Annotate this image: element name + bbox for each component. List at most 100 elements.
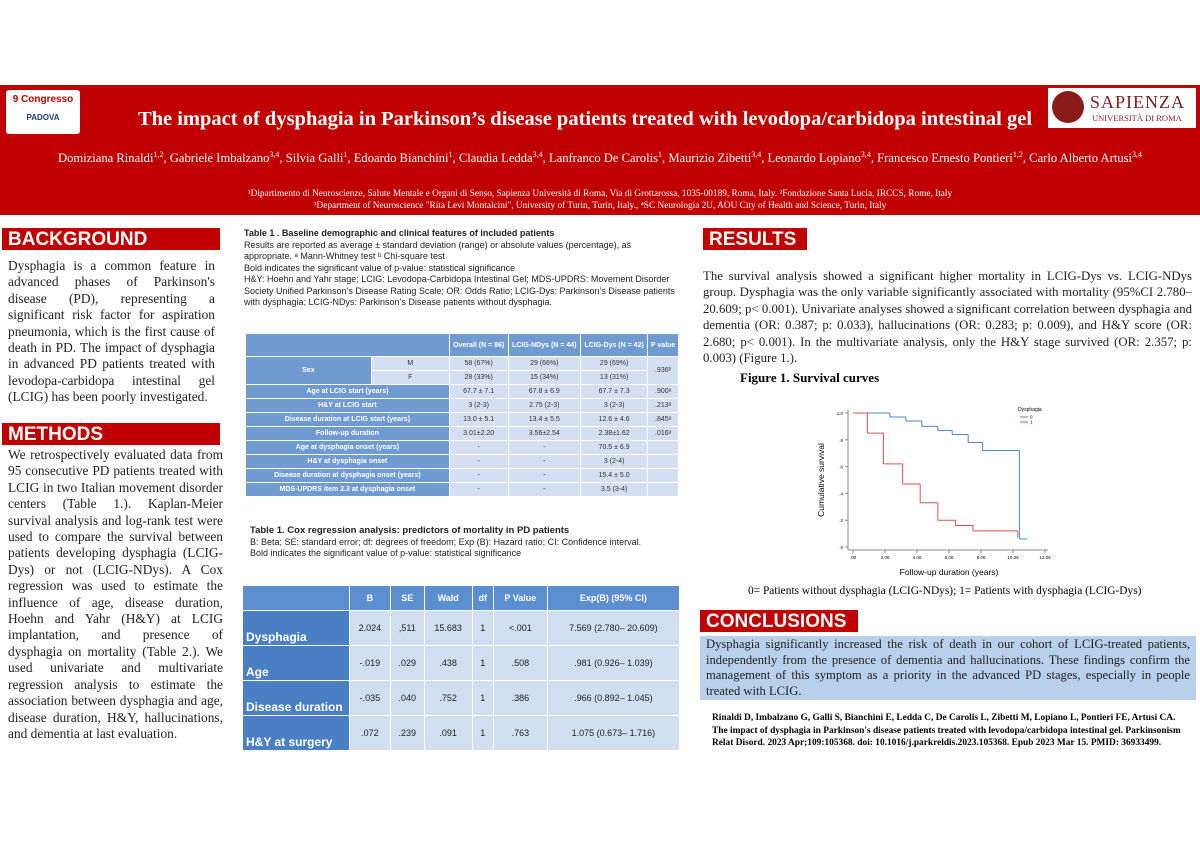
table-cell: - [448, 482, 509, 497]
row-label: Age at LCIG start (years) [245, 384, 450, 399]
table-cell: 7.569 (2.780– 20.609) [546, 610, 681, 646]
y-tick-label: 1.0 [837, 411, 844, 416]
affiliation: ³Department of Neuroscience "Rita Levi M… [313, 201, 887, 211]
table-cell: 58 (67%) [448, 356, 509, 371]
author-name: Gabriele Imbalzano [169, 151, 270, 166]
legend-label: 1 [1030, 420, 1033, 425]
table-cell: .091 [423, 715, 473, 751]
table-cell: .438 [423, 645, 473, 681]
author-affiliation: 3,4 [532, 150, 543, 159]
conclusions-text: Dysphagia significantly increased the ri… [700, 636, 1196, 700]
x-tick-label: 8.00 [977, 555, 986, 560]
author-name: Maurizio Zibetti [668, 151, 752, 166]
table-header [245, 333, 450, 357]
y-tick-label: .2 [839, 518, 843, 523]
table-header [242, 585, 350, 611]
table-cell: 3 (2-3) [448, 398, 509, 413]
table-cell: ,511 [389, 610, 425, 646]
table-cell: - [448, 440, 509, 455]
table-cell: 3.56±2.54 [507, 426, 582, 441]
table-header: Wald [423, 585, 473, 611]
table-row: H&Y at LCIG start 3 (2-3) 2.75 (2-3) 3 (2-3… [245, 398, 679, 413]
table-cell: 1 [471, 610, 494, 646]
table-cell: 1 [471, 645, 494, 681]
logo-text: SAPIENZA [1090, 92, 1186, 112]
table-cell: .072 [349, 715, 391, 751]
table-row: Sex M 58 (67%) 29 (66%) 29 (69%) .936ᵇ [245, 356, 679, 385]
author-name: Carlo Alberto Artusi [1029, 151, 1133, 166]
table-header: Overall (N = 86) [448, 333, 509, 357]
logo-seal [1052, 91, 1084, 123]
table-cell: 2.75 (2-3) [507, 398, 582, 413]
table-cell: 15.4 ± 5.0 [580, 468, 649, 483]
row-label: Disease duration at LCIG start (years) [245, 412, 450, 427]
table-cell: 3.01±2.20 [448, 426, 509, 441]
section-heading: BACKGROUND [2, 228, 220, 250]
table-header: B [349, 585, 391, 611]
figure-title: Figure 1. Survival curves [740, 370, 880, 385]
author-affiliation: 3,4 [860, 150, 871, 159]
logo-right: SAPIENZA UNIVERSITÀ DI ROMA [1048, 88, 1196, 128]
table-cell: -.035 [349, 680, 391, 716]
figure-caption: 0= Patients without dysphagia (LCIG-NDys… [748, 585, 1142, 597]
author: Maurizio Zibetti3,4 [668, 150, 767, 166]
table-header: Exp(B) (95% CI) [546, 585, 681, 611]
table-header: LCIG-NDys (N = 44) [507, 333, 582, 357]
table-cell: .752 [423, 680, 473, 716]
table-cell: 3.5 (3-4) [580, 482, 649, 497]
section-heading: RESULTS [703, 228, 807, 250]
table-cell: -.019 [349, 645, 391, 681]
author-name: Claudia Ledda [458, 151, 533, 166]
table-cell: 67.7 ± 7.1 [448, 384, 509, 399]
table-cell: .981 (0.926– 1.039) [546, 645, 681, 681]
table-row: Disease duration at LCIG start (years) 13… [245, 412, 679, 427]
x-axis-label: Follow-up duration (years) [900, 567, 999, 577]
row-label: Age [242, 645, 350, 681]
logo-text: 9 Congresso [12, 94, 74, 105]
table-cell: 28 (33%) [448, 370, 509, 385]
table-cell: 13.0 ± 5.1 [448, 412, 509, 427]
p-value [647, 454, 679, 469]
y-tick-label: .8 [839, 438, 843, 443]
author-name: Silvia Galli [285, 151, 344, 166]
p-value: .936ᵇ [647, 356, 679, 385]
table1-caption: Table 1 . Baseline demographic and clini… [244, 228, 679, 309]
author: Claudia Ledda3,4 [458, 150, 549, 166]
table-cell: - [448, 454, 509, 469]
p-value: .016ᵃ [647, 426, 679, 441]
p-value [647, 440, 679, 455]
author-name: Edoardo Bianchini [353, 151, 449, 166]
table2-caption: Table 1. Cox regression analysis: predic… [250, 525, 680, 560]
table-cell: 29 (66%) [507, 356, 582, 371]
legend-label: 0 [1030, 415, 1033, 420]
table-cell: .239 [389, 715, 425, 751]
table-cell: .029 [389, 645, 425, 681]
p-value [647, 468, 679, 483]
table-cell: - [507, 482, 582, 497]
table-cell: 12.6 ± 4.6 [580, 412, 649, 427]
table-cell: 3 (2-4) [580, 454, 649, 469]
author-name: Domiziana Rinaldi [57, 151, 154, 166]
table-cell: - [507, 454, 582, 469]
table-cell: 13.4 ± 5.5 [507, 412, 582, 427]
x-tick-label: 10.00 [1007, 555, 1019, 560]
author-affiliation: 1,2 [153, 150, 164, 159]
table-row: Follow-up duration 3.01±2.20 3.56±2.54 2.38… [245, 426, 679, 441]
table-cell: - [507, 440, 582, 455]
row-label: Dysphagia [242, 610, 350, 646]
table-header: df [471, 585, 494, 611]
table-note: Bold indicates the significant value of … [244, 262, 516, 273]
table-note: Results are reported as average ± standa… [244, 239, 632, 262]
x-tick-label: 2.00 [881, 555, 890, 560]
author-name: Leonardo Lopiano [767, 151, 861, 166]
x-tick-label: .00 [850, 555, 857, 560]
table-note: B: Beta; SE: standard error; df: degrees… [250, 536, 642, 547]
table-row: H&Y at surgery .072.239.091 1.763 1.075 (0.… [242, 715, 681, 751]
table-row: Age at LCIG start (years) 67.7 ± 7.1 67.8 … [245, 384, 679, 399]
table-note: Bold indicates the significant value of … [250, 548, 522, 558]
author-affiliation: 3,4 [751, 150, 762, 159]
table-cell: 70.5 ± 6.9 [580, 440, 649, 455]
row-label: Follow-up duration [245, 426, 450, 441]
table-header-row: B SE Wald df P Value Exp(B) (95% CI) [242, 585, 681, 611]
